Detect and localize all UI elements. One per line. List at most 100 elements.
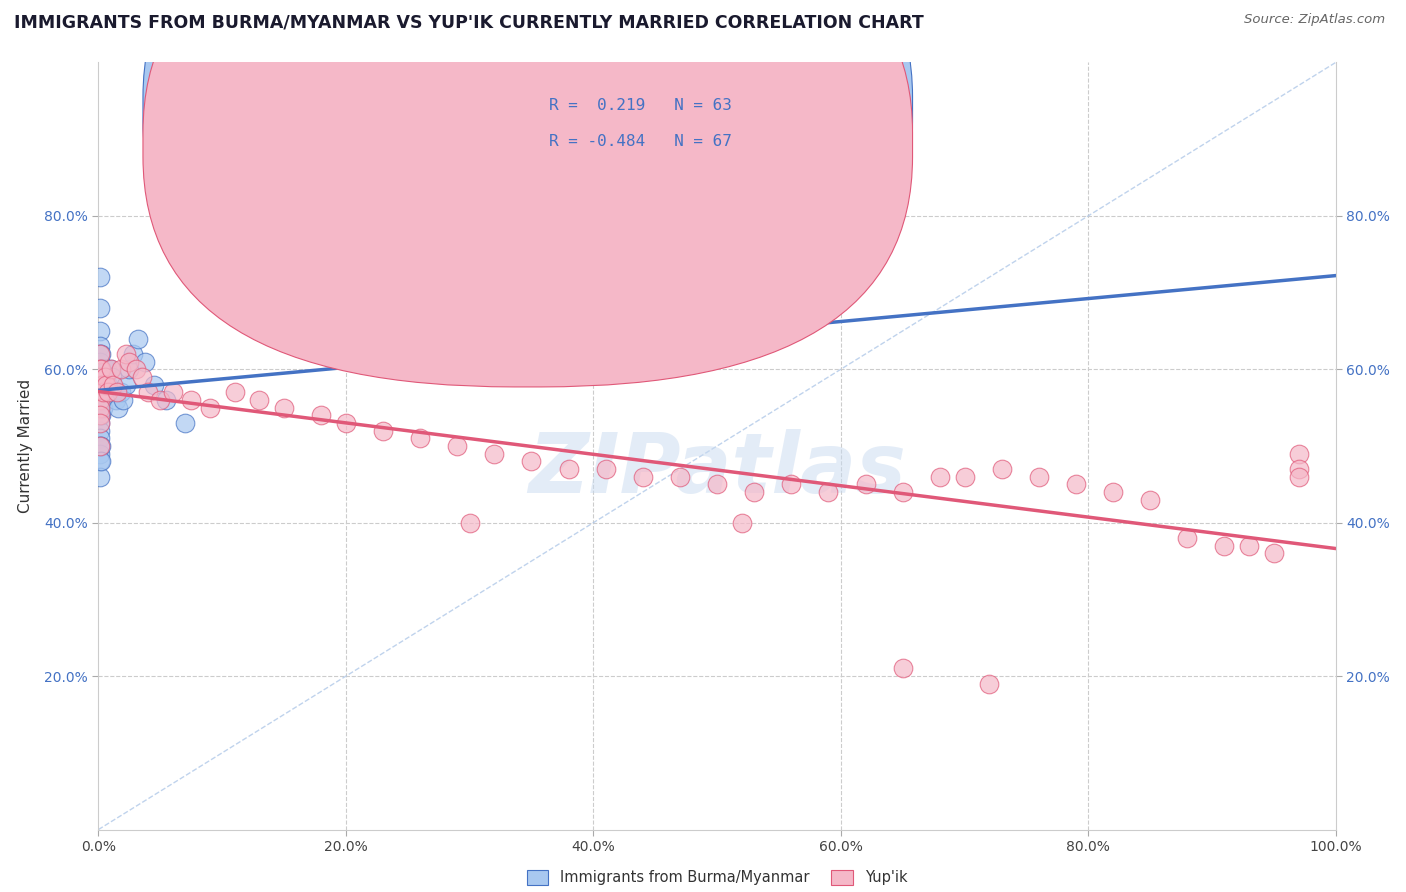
Point <box>93 377 115 392</box>
Point <box>110 385 132 400</box>
Point <box>93 370 115 384</box>
Point <box>1288 469 1310 483</box>
Point <box>780 477 803 491</box>
Point <box>93 385 115 400</box>
Point <box>595 462 617 476</box>
FancyBboxPatch shape <box>143 0 912 387</box>
Point <box>89 347 111 361</box>
Point <box>101 370 124 384</box>
Point <box>89 424 111 438</box>
Point <box>93 385 115 400</box>
Point <box>94 377 117 392</box>
Point <box>143 377 166 392</box>
Point <box>89 377 111 392</box>
Point <box>97 385 120 400</box>
Point <box>458 516 481 530</box>
Point <box>89 439 111 453</box>
Point <box>1102 485 1125 500</box>
Point <box>89 392 111 407</box>
Point <box>224 385 246 400</box>
FancyBboxPatch shape <box>143 0 912 351</box>
Point <box>104 392 127 407</box>
Point <box>669 469 692 483</box>
Point <box>91 362 114 376</box>
Point <box>110 362 132 376</box>
Point <box>89 370 111 384</box>
Point <box>89 270 111 285</box>
Point <box>484 447 506 461</box>
Point <box>90 454 112 468</box>
Point <box>93 362 115 376</box>
Point <box>136 385 159 400</box>
Point <box>990 462 1012 476</box>
Point <box>309 409 332 423</box>
Point <box>100 362 122 376</box>
Point <box>247 392 270 407</box>
Point <box>96 362 118 376</box>
Point <box>706 477 728 491</box>
Point <box>180 392 202 407</box>
Point <box>1288 447 1310 461</box>
Point <box>89 392 111 407</box>
Point <box>90 362 112 376</box>
Point <box>742 485 765 500</box>
Point <box>1139 492 1161 507</box>
Point <box>114 377 136 392</box>
Point <box>155 392 177 407</box>
Point <box>97 377 120 392</box>
Point <box>89 385 111 400</box>
Point <box>149 392 172 407</box>
FancyBboxPatch shape <box>496 76 789 176</box>
Point <box>90 377 112 392</box>
Point <box>1213 539 1236 553</box>
Point <box>89 370 111 384</box>
Point <box>89 401 111 415</box>
Point <box>89 409 111 423</box>
Point <box>90 392 112 407</box>
Point <box>90 385 112 400</box>
Point <box>91 370 114 384</box>
Point <box>127 332 149 346</box>
Point <box>89 447 111 461</box>
Point <box>90 370 112 384</box>
Point <box>409 431 432 445</box>
Point <box>94 377 117 392</box>
Point <box>122 347 145 361</box>
Point <box>114 347 136 361</box>
Point <box>124 362 146 376</box>
Point <box>1028 469 1050 483</box>
Point <box>89 362 111 376</box>
Point <box>90 409 112 423</box>
Point <box>198 401 221 415</box>
Point <box>89 439 111 453</box>
Point <box>520 454 543 468</box>
Legend: Immigrants from Burma/Myanmar, Yup'ik: Immigrants from Burma/Myanmar, Yup'ik <box>520 864 914 891</box>
Point <box>631 469 654 483</box>
Point <box>90 401 112 415</box>
Point <box>891 485 914 500</box>
Point <box>928 469 950 483</box>
Text: Source: ZipAtlas.com: Source: ZipAtlas.com <box>1244 13 1385 27</box>
Point <box>105 385 128 400</box>
Point <box>174 416 197 430</box>
Point <box>89 347 111 361</box>
Point <box>89 385 111 400</box>
Point <box>103 377 125 392</box>
Point <box>93 401 115 415</box>
Point <box>1237 539 1260 553</box>
Text: R = -0.484   N = 67: R = -0.484 N = 67 <box>548 134 731 149</box>
Point <box>1288 462 1310 476</box>
Point <box>100 362 122 376</box>
Text: R =  0.219   N = 63: R = 0.219 N = 63 <box>548 98 731 113</box>
Y-axis label: Currently Married: Currently Married <box>18 379 32 513</box>
Point <box>731 516 754 530</box>
Point <box>89 416 111 430</box>
Point <box>89 362 111 376</box>
Point <box>335 416 357 430</box>
Point <box>98 385 121 400</box>
Text: IMMIGRANTS FROM BURMA/MYANMAR VS YUP'IK CURRENTLY MARRIED CORRELATION CHART: IMMIGRANTS FROM BURMA/MYANMAR VS YUP'IK … <box>14 13 924 31</box>
Point <box>93 370 115 384</box>
Point <box>89 469 111 483</box>
Point <box>89 431 111 445</box>
Point <box>89 409 111 423</box>
